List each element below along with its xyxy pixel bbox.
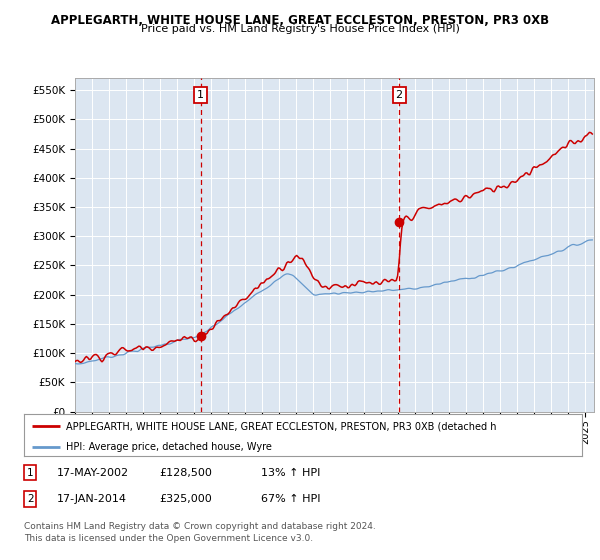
Text: 13% ↑ HPI: 13% ↑ HPI xyxy=(261,468,320,478)
Text: Price paid vs. HM Land Registry's House Price Index (HPI): Price paid vs. HM Land Registry's House … xyxy=(140,24,460,34)
Text: 2: 2 xyxy=(395,90,403,100)
Text: APPLEGARTH, WHITE HOUSE LANE, GREAT ECCLESTON, PRESTON, PR3 0XB (detached h: APPLEGARTH, WHITE HOUSE LANE, GREAT ECCL… xyxy=(66,421,496,431)
Text: £325,000: £325,000 xyxy=(159,494,212,504)
Text: 2: 2 xyxy=(27,494,34,504)
Text: This data is licensed under the Open Government Licence v3.0.: This data is licensed under the Open Gov… xyxy=(24,534,313,543)
Text: 67% ↑ HPI: 67% ↑ HPI xyxy=(261,494,320,504)
Text: APPLEGARTH, WHITE HOUSE LANE, GREAT ECCLESTON, PRESTON, PR3 0XB: APPLEGARTH, WHITE HOUSE LANE, GREAT ECCL… xyxy=(51,14,549,27)
Text: 1: 1 xyxy=(197,90,204,100)
Text: 17-MAY-2002: 17-MAY-2002 xyxy=(57,468,129,478)
Text: 1: 1 xyxy=(27,468,34,478)
Text: Contains HM Land Registry data © Crown copyright and database right 2024.: Contains HM Land Registry data © Crown c… xyxy=(24,522,376,531)
Text: 17-JAN-2014: 17-JAN-2014 xyxy=(57,494,127,504)
Text: £128,500: £128,500 xyxy=(159,468,212,478)
Text: HPI: Average price, detached house, Wyre: HPI: Average price, detached house, Wyre xyxy=(66,442,272,452)
